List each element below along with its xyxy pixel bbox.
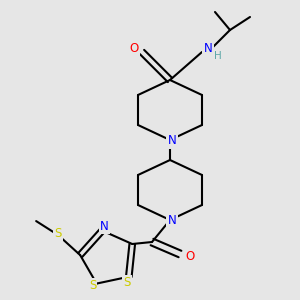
- Text: O: O: [185, 250, 195, 263]
- Text: N: N: [204, 43, 212, 56]
- Text: N: N: [168, 214, 176, 227]
- Text: O: O: [129, 41, 139, 55]
- Text: S: S: [55, 226, 62, 240]
- Text: N: N: [100, 220, 109, 233]
- Text: H: H: [214, 51, 222, 61]
- Text: N: N: [168, 134, 176, 148]
- Text: S: S: [89, 279, 96, 292]
- Text: S: S: [123, 276, 130, 289]
